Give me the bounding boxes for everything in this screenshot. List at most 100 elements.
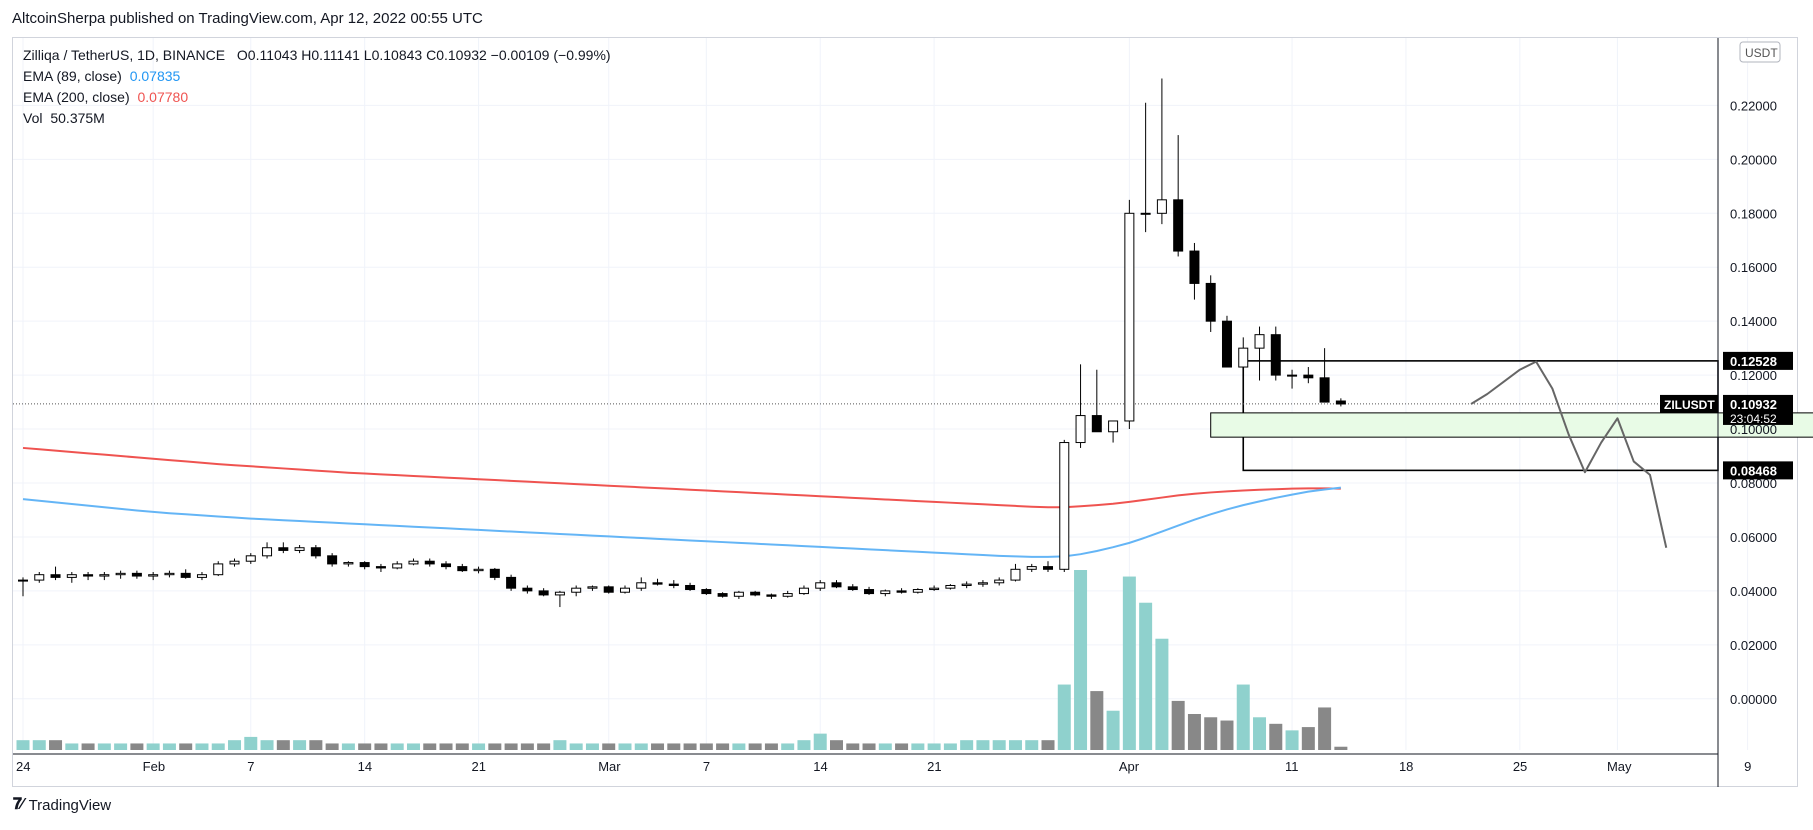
candle-body (896, 590, 907, 593)
x-tick-label: 9 (1744, 759, 1751, 774)
candle-body (180, 572, 191, 578)
candle-body (782, 593, 793, 597)
volume-bar (1090, 691, 1104, 750)
volume-bar (667, 743, 681, 750)
x-tick-label: 14 (358, 759, 372, 774)
price-label: 0.10932 (1730, 397, 1777, 412)
volume-bar (32, 740, 46, 750)
symbol-label-box (1660, 394, 1718, 413)
volume-bar (927, 743, 941, 750)
candle-body (310, 547, 321, 557)
volume-bar (943, 743, 957, 750)
volume-bar (748, 743, 762, 750)
volume-bar (1285, 730, 1299, 750)
y-tick-label: 0.16000 (1730, 260, 1777, 275)
candle-body (1335, 400, 1346, 405)
candle-body (619, 587, 630, 593)
volume-bar (553, 740, 567, 750)
countdown-label: 23:04:52 (1730, 412, 1777, 426)
volume-bar (1269, 723, 1283, 750)
candle-body (1075, 415, 1086, 444)
volume-bar (1187, 714, 1201, 750)
volume-bar (130, 743, 144, 750)
candle-body (294, 547, 305, 551)
x-tick-label: 14 (813, 759, 827, 774)
volume-bar (406, 743, 420, 750)
candle-body (668, 583, 679, 586)
volume-bar (423, 743, 437, 750)
y-tick-label: 0.08000 (1730, 476, 1777, 491)
legend-vol-label: Vol (23, 110, 43, 126)
volume-bar (293, 740, 307, 750)
ema89-line (22, 486, 1341, 558)
candle-body (880, 590, 891, 595)
candle-body (815, 582, 826, 589)
currency-tag-label: USDT (1745, 46, 1778, 60)
legend-vol-value: 50.375M (50, 110, 105, 126)
volume-bar (1204, 717, 1218, 750)
candle-body (750, 591, 761, 596)
volume-bar (179, 743, 193, 750)
candle-body (115, 572, 126, 576)
candle-body (457, 566, 468, 572)
x-tick-label: 24 (16, 759, 30, 774)
volume-bar (1008, 740, 1022, 750)
candle-body (733, 591, 744, 597)
candle-body (538, 590, 549, 596)
volume-bar (1236, 684, 1250, 750)
candle-body (441, 563, 452, 568)
volume-bar (911, 743, 925, 750)
candle-body (847, 586, 858, 591)
candle-body (343, 562, 354, 565)
candle-body (18, 579, 28, 582)
volume-bar (862, 743, 876, 750)
price-label-box (1723, 351, 1793, 370)
candle-body (196, 574, 207, 578)
volume-bar (325, 743, 339, 750)
volume-bar (781, 743, 795, 750)
candle-body (1156, 199, 1167, 214)
candle-body (1010, 568, 1021, 581)
legend-vol-row: Vol 50.375M (23, 108, 611, 129)
candle-body (929, 587, 940, 591)
candle-body (994, 579, 1005, 584)
price-label-box (1723, 461, 1793, 480)
candle-body (99, 574, 110, 577)
candle-body (229, 560, 240, 565)
candle-body (408, 560, 419, 565)
volume-bar (1025, 740, 1039, 750)
x-tick-label: 7 (247, 759, 254, 774)
legend-ohlc: O0.11043 H0.11141 L0.10843 C0.10932 −0.0… (236, 47, 611, 63)
y-tick-label: 0.02000 (1730, 638, 1777, 653)
volume-bar (1334, 746, 1348, 750)
candle-body (1254, 334, 1265, 349)
volume-bar (846, 743, 860, 750)
volume-bar (260, 740, 274, 750)
volume-bar (195, 743, 209, 750)
y-tick-label: 0.22000 (1730, 98, 1777, 113)
footer-brand[interactable]: 𝟕⁄ TradingView (13, 796, 111, 814)
price-label-box (1723, 394, 1793, 425)
volume-bar (114, 743, 128, 750)
y-tick-label: 0.14000 (1730, 314, 1777, 329)
candle-body (603, 586, 614, 593)
candle-body (977, 582, 988, 585)
volume-bar (732, 743, 746, 750)
x-tick-label: May (1607, 759, 1632, 774)
volume-bar (830, 740, 843, 750)
projection-path (1470, 360, 1668, 548)
volume-bar (374, 743, 388, 750)
volume-bar (341, 743, 355, 750)
volume-bar (1318, 707, 1332, 750)
candle-body (506, 576, 517, 589)
volume-bar (699, 743, 713, 750)
y-tick-label: 0.06000 (1730, 530, 1777, 545)
legend-symbol: Zilliqa / TetherUS, 1D, BINANCE (23, 47, 226, 63)
volume-bar (244, 736, 258, 750)
candle-body (1189, 250, 1200, 284)
candle-body (278, 547, 289, 551)
candle-body (83, 574, 94, 577)
volume-bar (602, 743, 616, 750)
legend-symbol-row: Zilliqa / TetherUS, 1D, BINANCE O0.11043… (23, 45, 611, 66)
